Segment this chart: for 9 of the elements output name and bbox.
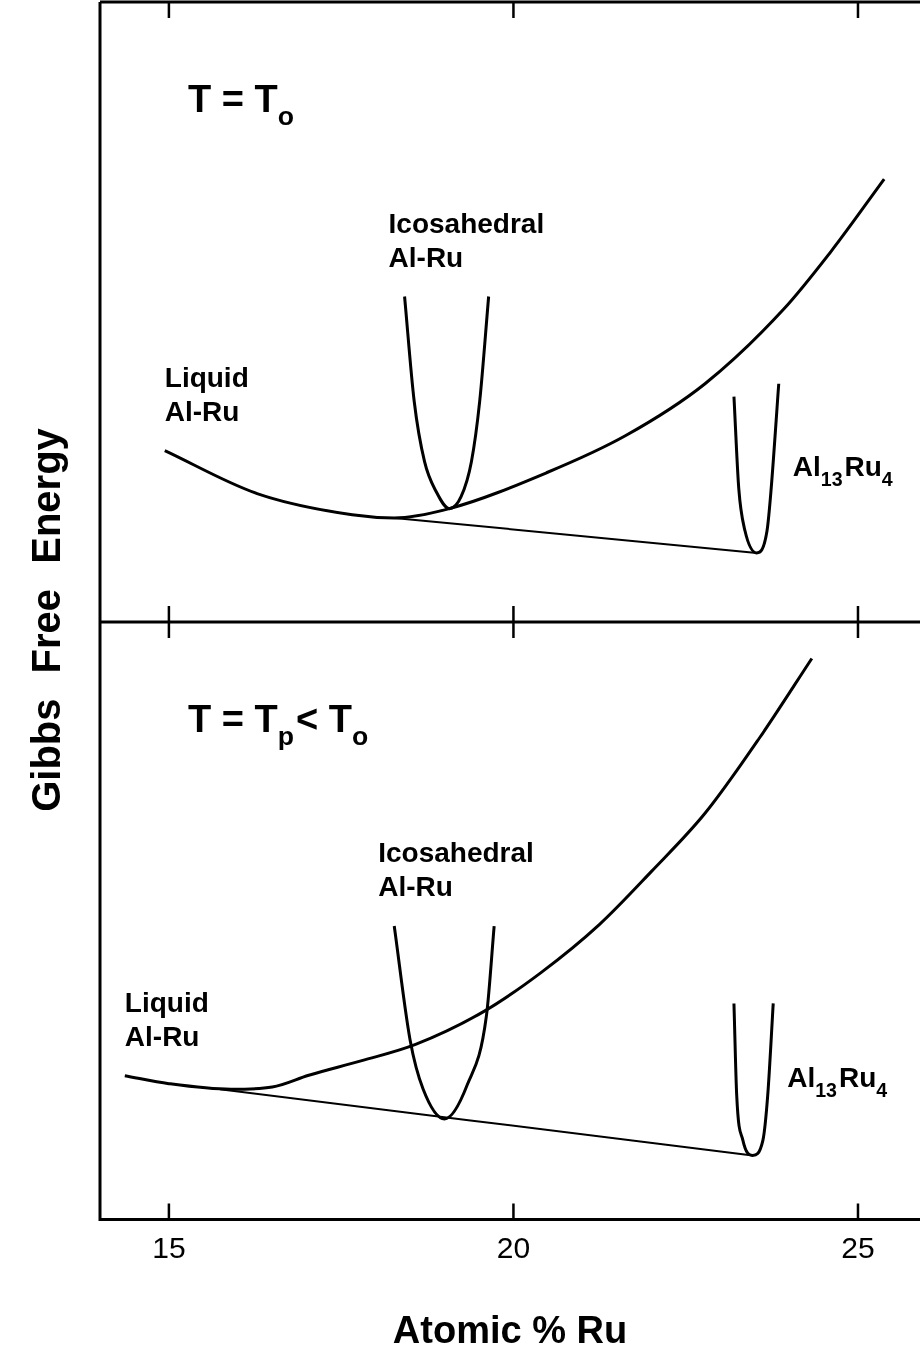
series-label: Icosahedral Al-Ru: [388, 207, 545, 273]
series-label: Liquid Al-Ru: [164, 361, 249, 427]
series-label: Liquid Al-Ru: [124, 986, 209, 1052]
x-axis-title: Atomic % Ru: [392, 1308, 628, 1351]
x-tick-label: 20: [496, 1230, 531, 1264]
x-tick-label: 25: [841, 1230, 875, 1264]
x-tick-label: 15: [152, 1230, 186, 1264]
series-label: Icosahedral Al-Ru: [378, 837, 534, 903]
y-axis-title: Gibbs Free Energy: [23, 428, 69, 812]
